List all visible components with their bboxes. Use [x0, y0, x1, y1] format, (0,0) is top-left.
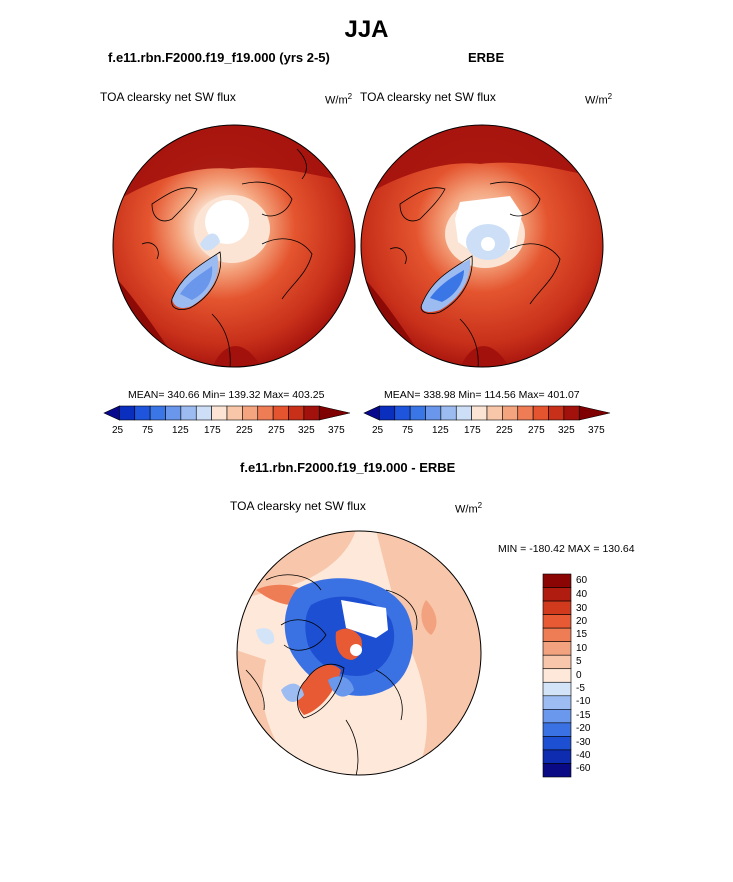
model-colorbar [103, 405, 351, 421]
model-panel-title: f.e11.rbn.F2000.f19_f19.000 (yrs 2-5) [108, 50, 330, 65]
diff-colorbar-swatch [542, 695, 572, 710]
diff-colorbar-swatch [542, 736, 572, 751]
diff-tick-neg10: -10 [576, 696, 591, 707]
obs-colorbar-end-high [578, 405, 611, 421]
model-colorbar-swatch [165, 405, 182, 421]
diff-tick-neg40: -40 [576, 750, 591, 761]
model-tick-325: 325 [298, 425, 315, 436]
obs-tick-325: 325 [558, 425, 575, 436]
obs-stats: MEAN= 338.98 Min= 114.56 Max= 401.07 [384, 389, 580, 401]
diff-colorbar-swatch [542, 654, 572, 670]
obs-colorbar-swatch [502, 405, 519, 421]
model-colorbar-swatch [180, 405, 197, 421]
model-colorbar-swatch [134, 405, 151, 421]
obs-colorbar-swatch [409, 405, 426, 421]
model-colorbar-swatch [272, 405, 289, 421]
model-tick-225: 225 [236, 425, 253, 436]
obs-panel-title: ERBE [468, 50, 505, 65]
obs-polar-map [360, 124, 604, 368]
model-stats: MEAN= 340.66 Min= 139.32 Max= 403.25 [128, 389, 325, 401]
diff-colorbar-swatch [542, 573, 572, 588]
obs-colorbar-swatch [394, 405, 411, 421]
obs-colorbar [363, 405, 611, 421]
diff-tick-neg60: -60 [576, 763, 591, 774]
obs-tick-25: 25 [372, 425, 384, 436]
season-title: JJA [344, 16, 389, 43]
obs-colorbar-swatch [440, 405, 457, 421]
obs-tick-375: 375 [588, 425, 605, 436]
model-colorbar-swatch [211, 405, 228, 421]
diff-colorbar-swatch [542, 722, 572, 737]
diff-tick-40: 40 [576, 589, 588, 600]
diff-polar-map [236, 530, 482, 776]
diff-tick-30: 30 [576, 603, 588, 614]
obs-variable-label: TOA clearsky net SW flux [360, 90, 496, 104]
obs-colorbar-swatch [379, 405, 396, 421]
model-colorbar-end-high [318, 405, 351, 421]
diff-colorbar-swatch [542, 641, 572, 656]
obs-tick-275: 275 [528, 425, 545, 436]
obs-tick-125: 125 [432, 425, 449, 436]
diff-colorbar-swatch [542, 709, 572, 724]
obs-colorbar-swatch [517, 405, 534, 421]
diff-colorbar-swatch [542, 614, 572, 629]
obs-colorbar-swatch [455, 405, 472, 421]
obs-colorbar-swatch [425, 405, 442, 421]
model-polar-map [112, 124, 356, 368]
diff-tick-neg30: -30 [576, 737, 591, 748]
model-tick-175: 175 [204, 425, 221, 436]
diff-colorbar-swatch [542, 749, 572, 764]
diff-tick-neg20: -20 [576, 723, 591, 734]
model-colorbar-swatch [149, 405, 166, 421]
model-units-label: W/m2 [325, 92, 353, 107]
diff-tick-5: 5 [576, 656, 582, 667]
obs-colorbar-swatch [532, 405, 549, 421]
diff-stats: MIN = -180.42 MAX = 130.64 [498, 543, 635, 555]
diff-colorbar-swatch [542, 627, 572, 642]
obs-units-label: W/m2 [585, 92, 613, 107]
obs-colorbar-swatch [486, 405, 503, 421]
model-colorbar-swatch [257, 405, 274, 421]
obs-colorbar-end-low [363, 405, 380, 421]
model-tick-275: 275 [268, 425, 285, 436]
model-colorbar-swatch [288, 405, 305, 421]
model-colorbar-swatch [303, 405, 320, 421]
diff-tick-neg5: -5 [576, 683, 585, 694]
obs-tick-75: 75 [402, 425, 414, 436]
model-tick-25: 25 [112, 425, 124, 436]
model-colorbar-swatch [119, 405, 136, 421]
model-tick-75: 75 [142, 425, 154, 436]
model-colorbar-swatch [195, 405, 212, 421]
diff-colorbar-swatch [542, 681, 572, 697]
obs-colorbar-swatch [548, 405, 565, 421]
obs-tick-225: 225 [496, 425, 513, 436]
diff-tick-neg15: -15 [576, 710, 591, 721]
diff-colorbar [542, 573, 572, 778]
obs-colorbar-swatch [471, 405, 488, 421]
diff-units-label: W/m2 [455, 501, 483, 516]
model-colorbar-end-low [103, 405, 120, 421]
model-colorbar-swatch [242, 405, 259, 421]
diff-tick-0: 0 [576, 670, 582, 681]
model-colorbar-swatch [226, 405, 243, 421]
diff-variable-label: TOA clearsky net SW flux [230, 499, 366, 513]
model-tick-375: 375 [328, 425, 345, 436]
diff-tick-15: 15 [576, 629, 588, 640]
diff-tick-10: 10 [576, 643, 588, 654]
diff-colorbar-swatch [542, 587, 572, 602]
diff-panel-title: f.e11.rbn.F2000.f19_f19.000 - ERBE [240, 460, 456, 475]
obs-tick-175: 175 [464, 425, 481, 436]
model-tick-125: 125 [172, 425, 189, 436]
diff-colorbar-swatch [542, 763, 572, 778]
diff-colorbar-swatch [542, 600, 572, 615]
diff-colorbar-swatch [542, 668, 572, 683]
obs-colorbar-swatch [563, 405, 580, 421]
diff-tick-60: 60 [576, 575, 588, 586]
model-variable-label: TOA clearsky net SW flux [100, 90, 236, 104]
diff-tick-20: 20 [576, 616, 588, 627]
